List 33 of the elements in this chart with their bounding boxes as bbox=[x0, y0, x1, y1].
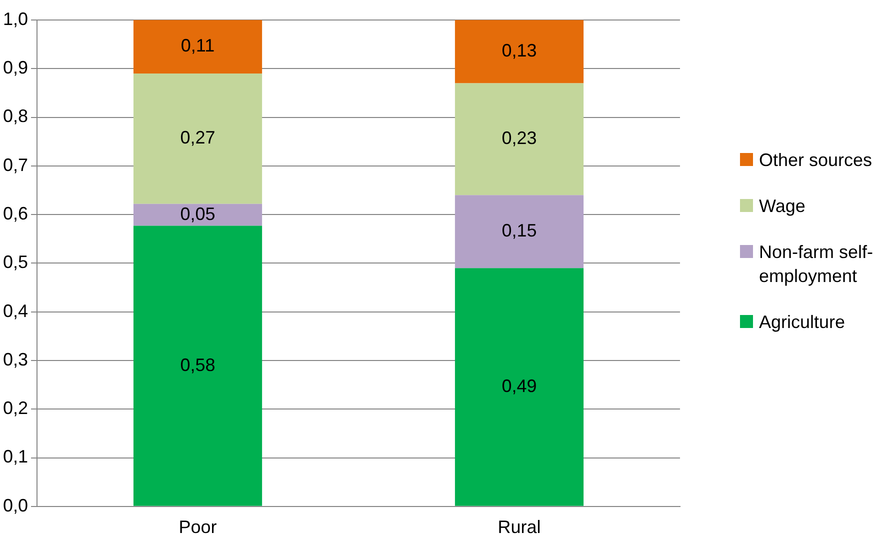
data-label: 0,13 bbox=[502, 40, 537, 61]
bar bbox=[133, 74, 262, 204]
legend-label: Wage bbox=[759, 195, 806, 218]
y-tick-label: 0,3 bbox=[2, 349, 28, 370]
bar bbox=[454, 20, 584, 84]
data-label: 0,58 bbox=[180, 354, 216, 375]
y-tick-label: 0,9 bbox=[2, 58, 28, 78]
data-label: 0,27 bbox=[180, 128, 216, 148]
y-tick-label: 0,0 bbox=[2, 495, 28, 516]
y-tick-label: 0,1 bbox=[2, 446, 28, 467]
legend-label: Other sources bbox=[759, 149, 874, 172]
y-tick-label: 0,8 bbox=[2, 106, 28, 126]
x-tick-label: Poor bbox=[178, 517, 217, 538]
legend-label: Non-farm self-employment bbox=[759, 241, 874, 288]
data-label: 0,11 bbox=[180, 36, 215, 56]
bar bbox=[133, 226, 262, 506]
data-label: 0,05 bbox=[180, 204, 216, 224]
y-tick-label: 0,2 bbox=[2, 398, 28, 418]
data-label: 0,49 bbox=[502, 376, 537, 396]
data-label: 0,23 bbox=[502, 128, 537, 148]
y-tick-label: 1,0 bbox=[2, 8, 28, 29]
y-tick-label: 0,4 bbox=[2, 300, 28, 321]
legend-label: Agriculture bbox=[759, 311, 846, 334]
bar bbox=[454, 195, 584, 268]
y-tick-label: 0,7 bbox=[2, 154, 28, 175]
bar bbox=[133, 204, 262, 226]
data-label: 0,15 bbox=[502, 220, 537, 241]
x-tick-label: Rural bbox=[498, 517, 541, 538]
y-tick-label: 0,6 bbox=[2, 204, 28, 224]
bar bbox=[454, 83, 584, 196]
bar bbox=[133, 20, 262, 74]
y-tick-label: 0,5 bbox=[2, 252, 28, 272]
bar bbox=[454, 268, 584, 506]
